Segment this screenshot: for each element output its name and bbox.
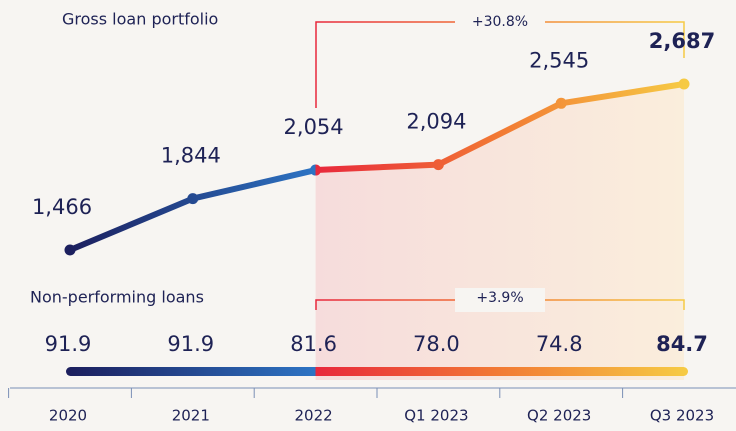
npl-value: 84.7 bbox=[656, 332, 708, 356]
value-label: 1,466 bbox=[32, 195, 92, 219]
x-tick-label: 2020 bbox=[49, 407, 87, 425]
value-label: 2,545 bbox=[529, 48, 589, 72]
gradient-bar bbox=[66, 367, 688, 376]
x-tick-label: Q2 2023 bbox=[527, 407, 591, 425]
npl-value: 81.6 bbox=[290, 332, 337, 356]
highlight-area bbox=[315, 84, 684, 380]
npl-value: 74.8 bbox=[536, 332, 583, 356]
value-label: 2,094 bbox=[406, 110, 466, 134]
x-tick-label: 2021 bbox=[172, 407, 210, 425]
x-tick-label: 2022 bbox=[295, 407, 333, 425]
growth-annotation: +3.9% bbox=[476, 290, 523, 306]
point bbox=[678, 78, 690, 90]
loan-line bbox=[67, 81, 687, 253]
label-bg bbox=[455, 10, 545, 34]
label-bg bbox=[455, 288, 545, 312]
series-title: Gross loan portfolio bbox=[62, 10, 218, 29]
highlight-area bbox=[315, 84, 684, 380]
point bbox=[64, 244, 76, 256]
x-tick-label: Q1 2023 bbox=[404, 407, 468, 425]
point bbox=[555, 97, 567, 109]
point bbox=[310, 164, 322, 176]
value-label: 1,844 bbox=[161, 144, 221, 168]
series-title: Non-performing loans bbox=[30, 288, 204, 307]
value-label: 2,687 bbox=[649, 29, 715, 53]
growth-annotation: +30.8% bbox=[472, 14, 528, 30]
point bbox=[432, 159, 444, 171]
npl-value: 91.9 bbox=[45, 332, 92, 356]
point bbox=[187, 193, 199, 205]
value-label: 2,054 bbox=[284, 115, 344, 139]
npl-value: 91.9 bbox=[167, 332, 214, 356]
x-tick-label: Q3 2023 bbox=[650, 407, 714, 425]
npl-value: 78.0 bbox=[413, 332, 460, 356]
